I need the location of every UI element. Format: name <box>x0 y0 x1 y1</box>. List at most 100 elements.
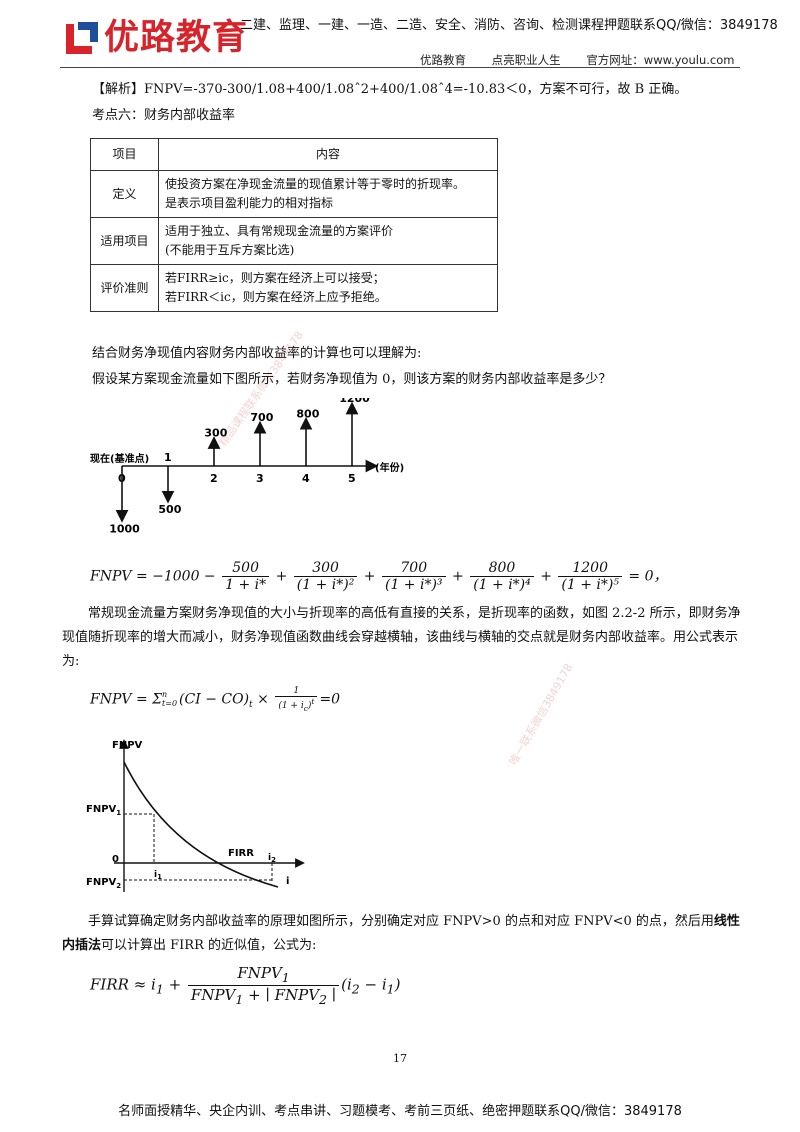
x-axis-label: i <box>286 876 289 887</box>
unit-label: (年份) <box>375 461 404 474</box>
table-header-cell: 内容 <box>158 138 498 171</box>
eq1-num: 500 <box>222 560 270 577</box>
i2-label: i2 <box>268 853 276 864</box>
paragraph-question: 假设某方案现金流量如下图所示，若财务净现值为 0，则该方案的财务内部收益率是多少… <box>92 372 612 387</box>
page-number: 17 <box>393 1052 407 1065</box>
eq1-sign: + <box>275 568 288 585</box>
eq2-den-end: ) <box>307 701 312 711</box>
header-sub-brand: 优路教育 <box>420 53 466 67</box>
eq3-frac: FNPV1 FNPV1 + ∣ FNPV2 ∣ <box>187 964 340 1007</box>
table-value-line: 若FIRR≥ic，则方案在经济上可以接受； <box>165 271 385 285</box>
header-tagline: 二建、监理、一建、一造、二造、安全、消防、咨询、检测课程押题联系QQ/微信：38… <box>240 18 778 33</box>
eq2-den-a: (1 + i <box>278 701 304 711</box>
eq3-den-end: ∣ <box>327 986 337 1004</box>
eq3-num-text: FNPV <box>237 964 282 982</box>
eq1-den: 1 + i* <box>225 577 267 593</box>
cashflow-value-label: 300 <box>204 427 227 440</box>
eq1-den: (1 + i*)² <box>296 577 355 593</box>
eq1-num: 1200 <box>558 560 622 577</box>
eq2-sum-upper: n <box>162 690 168 700</box>
para4-pre: 手算试算确定财务内部收益率的原理如图所示，分别确定对应 FNPV>0 的点和对应… <box>88 914 714 929</box>
eq1-term: 800 (1 + i*)⁴ <box>470 560 534 593</box>
table-key-cell: 定义 <box>90 170 159 218</box>
eq3-num: FNPV1 <box>187 964 340 986</box>
table-value-line: 是表示项目盈利能力的相对指标 <box>165 196 334 210</box>
eq1-num: 700 <box>381 560 446 577</box>
analysis-line: 【解析】FNPV=-370-300/1.08+400/1.08ˆ2+400/1.… <box>92 82 688 97</box>
table-value-line: 适用于独立、具有常规现金流量的方案评价 <box>165 224 394 238</box>
fnpv2-sub: 2 <box>116 882 121 890</box>
eq3-tail-sub1: 1 <box>386 981 395 997</box>
npv-equation: FNPV = −1000 − 500 1 + i* + 300 (1 + i*)² … <box>90 560 668 593</box>
table-value-cell: 若FIRR≥ic，则方案在经济上可以接受； 若FIRR＜ic，则方案在经济上应予… <box>158 264 498 312</box>
paragraph-explanation: 常规现金流量方案财务净现值的大小与折现率的高低有直接的关系，是折现率的函数，如图… <box>62 606 741 669</box>
origin-zero: 0 <box>112 854 119 865</box>
firr-interpolation-equation: FIRR ≈ i1 + FNPV1 FNPV1 + ∣ FNPV2 ∣ (i2 − … <box>90 964 400 1007</box>
table-value-cell: 适用于独立、具有常规现金流量的方案评价 (不能用于互斥方案比选) <box>158 217 498 265</box>
table-row: 定义 使投资方案在净现金流量的现值累计等于零时的折现率。 是表示项目盈利能力的相… <box>90 170 498 218</box>
table-row: 适用项目 适用于独立、具有常规现金流量的方案评价 (不能用于互斥方案比选) <box>90 217 498 265</box>
eq2-body: (CI − CO) <box>179 691 250 708</box>
eq2-frac: 1 (1 + ic)t <box>275 686 318 713</box>
period-label: 5 <box>348 472 356 485</box>
cashflow-value-label: 500 <box>158 503 181 516</box>
period-label: 2 <box>210 472 218 485</box>
period-label: 4 <box>302 472 310 485</box>
table-value-cell: 使投资方案在净现金流量的现值累计等于零时的折现率。 是表示项目盈利能力的相对指标 <box>158 170 498 218</box>
firr-label: FIRR <box>228 848 254 859</box>
npv-curve <box>123 761 279 888</box>
eq3-lhs-sub: 1 <box>155 981 164 997</box>
eq3-den-sub2: 2 <box>319 992 327 1007</box>
firr-table: 项目 内容 定义 使投资方案在净现金流量的现值累计等于零时的折现率。 是表示项目… <box>90 138 498 312</box>
paragraph-intro: 结合财务净现值内容财务内部收益率的计算也可以理解为: <box>92 346 422 361</box>
watermark: 唯一联系微信3849178 <box>506 661 576 768</box>
npv-curve-diagram: FNPV FNPV1 0 FNPV2 FIRR i1 i2 i <box>86 739 305 892</box>
fnpv1-sub: 1 <box>116 809 121 817</box>
eq1-den: (1 + i*)³ <box>384 577 443 593</box>
para4-bold: 线性内插法 <box>62 914 740 953</box>
period-label: 3 <box>256 472 264 485</box>
y-axis-label: FNPV <box>112 740 143 751</box>
origin-label: 现在(基准点) <box>90 452 149 465</box>
cashflow-value-label: 700 <box>250 411 273 424</box>
table-key-cell: 适用项目 <box>90 217 159 265</box>
fnpv2-text: FNPV <box>86 877 117 888</box>
period-label: 1 <box>164 451 172 464</box>
table-header-cell: 项目 <box>90 138 159 171</box>
eq3-tail-end: ) <box>394 975 401 994</box>
i2-sub: 2 <box>271 856 276 864</box>
cashflow-value-label: 1200 <box>339 398 370 405</box>
eq2-times: × <box>257 691 269 708</box>
eq1-term: 300 (1 + i*)² <box>293 560 358 593</box>
header-subline: 优路教育 点亮职业人生 官方网址：www.youlu.com <box>420 52 756 68</box>
header-divider <box>60 67 740 68</box>
para4-post: 可以计算出 FIRR 的近似值，公式为: <box>101 938 317 953</box>
table-value-line: 若FIRR＜ic，则方案在经济上应予拒绝。 <box>165 290 387 304</box>
eq3-num-sub: 1 <box>281 970 290 985</box>
eq2-den-sup: t <box>311 697 315 706</box>
header-sub-website[interactable]: 官方网址：www.youlu.com <box>586 53 735 67</box>
eq3-tail: (i <box>341 975 352 994</box>
fnpv1-text: FNPV <box>86 804 117 815</box>
eq1-term: 700 (1 + i*)³ <box>381 560 446 593</box>
eq1-num: 800 <box>470 560 534 577</box>
eq3-den-text: FNPV <box>190 986 236 1004</box>
eq2-den: (1 + ic)t <box>275 697 317 713</box>
eq3-den: FNPV1 + ∣ FNPV2 ∣ <box>188 986 339 1007</box>
i1-text: i <box>154 870 157 880</box>
eq3-plus: + <box>168 975 182 994</box>
eq3-lhs: FIRR ≈ i <box>90 975 156 994</box>
table-header-row: 项目 内容 <box>90 138 498 171</box>
eq1-den: (1 + i*)⁴ <box>473 577 531 593</box>
cashflow-value-label: 800 <box>296 407 319 420</box>
cashflow-value-label: 1000 <box>109 522 140 535</box>
eq3-den-mid: + ∣ FNPV <box>243 986 320 1004</box>
header-sub-slogan: 点亮职业人生 <box>491 53 561 67</box>
eq3-tail-sub2: 2 <box>351 981 360 997</box>
eq1-sign: + <box>363 568 376 585</box>
eq3-tail-mid: − i <box>359 975 387 994</box>
cashflow-diagram: 01234510005003007008001200 现在(基准点) (年份) <box>90 398 404 535</box>
eq2-lhs: FNPV = Σ <box>90 691 163 708</box>
eq2-sub: t <box>249 700 253 711</box>
